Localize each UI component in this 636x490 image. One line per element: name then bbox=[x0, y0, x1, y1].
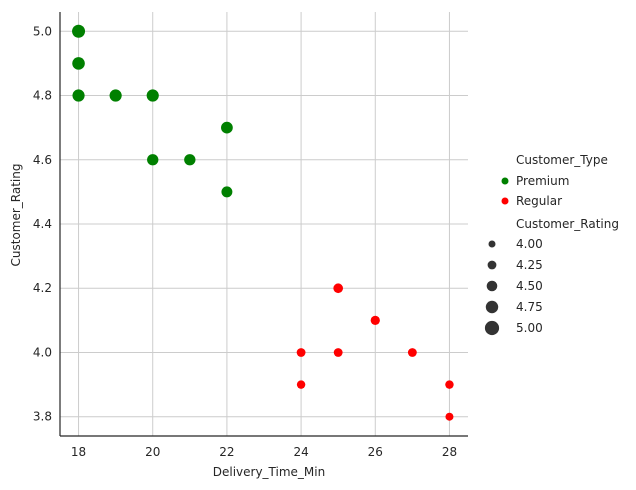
data-points bbox=[72, 24, 454, 421]
data-point-regular bbox=[296, 380, 306, 389]
grid-lines bbox=[60, 12, 468, 436]
y-tick-label: 4.8 bbox=[33, 89, 52, 103]
data-point-regular bbox=[445, 380, 454, 389]
legend-size-label: 5.00 bbox=[516, 321, 543, 335]
y-tick-label: 3.8 bbox=[33, 410, 52, 424]
data-point-regular bbox=[296, 348, 306, 357]
x-tick-label: 24 bbox=[293, 445, 308, 459]
legend-size-marker bbox=[487, 260, 497, 270]
legend: Customer_Type Customer_Rating Premium Reg… bbox=[484, 153, 619, 336]
x-axis-label: Delivery_Time_Min bbox=[213, 465, 325, 479]
axes bbox=[59, 12, 468, 437]
data-point-premium bbox=[109, 89, 122, 102]
y-tick-label: 4.2 bbox=[33, 281, 52, 295]
data-point-premium bbox=[72, 24, 86, 38]
legend-marker-regular bbox=[501, 197, 509, 205]
data-point-regular bbox=[407, 348, 417, 357]
legend-hue-title: Customer_Type bbox=[516, 153, 608, 167]
legend-size-label: 4.25 bbox=[516, 258, 543, 272]
legend-label-premium: Premium bbox=[516, 174, 569, 188]
data-point-regular bbox=[333, 283, 344, 294]
legend-size-marker bbox=[486, 280, 498, 292]
x-tick-label: 22 bbox=[219, 445, 234, 459]
legend-size-label: 4.00 bbox=[516, 237, 543, 251]
legend-size-marker bbox=[484, 320, 500, 336]
data-point-premium bbox=[72, 89, 85, 102]
data-point-regular bbox=[370, 315, 380, 325]
x-tick-label: 18 bbox=[71, 445, 86, 459]
tick-labels: 18 20 22 24 26 28 3.8 4.0 4.2 4.4 4.6 4.8 5.0 bbox=[33, 24, 457, 459]
legend-marker-premium bbox=[501, 177, 509, 185]
legend-size-marker bbox=[488, 240, 496, 248]
data-point-premium bbox=[72, 57, 85, 70]
data-point-regular bbox=[445, 412, 454, 421]
data-point-premium bbox=[147, 154, 159, 166]
y-tick-label: 4.6 bbox=[33, 153, 52, 167]
data-point-premium bbox=[221, 186, 233, 198]
legend-size-title: Customer_Rating bbox=[516, 217, 619, 231]
y-tick-label: 4.4 bbox=[33, 217, 52, 231]
data-point-premium bbox=[221, 121, 233, 134]
x-tick-label: 28 bbox=[442, 445, 457, 459]
x-tick-label: 20 bbox=[145, 445, 160, 459]
legend-label-regular: Regular bbox=[516, 194, 562, 208]
data-point-premium bbox=[184, 154, 196, 166]
data-point-regular bbox=[333, 348, 343, 357]
data-point-premium bbox=[146, 89, 159, 102]
legend-size-marker bbox=[485, 300, 499, 314]
y-tick-label: 4.0 bbox=[33, 345, 52, 359]
x-tick-label: 26 bbox=[368, 445, 383, 459]
legend-size-label: 4.50 bbox=[516, 279, 543, 293]
y-axis-label: Customer_Rating bbox=[9, 164, 23, 267]
y-tick-label: 5.0 bbox=[33, 24, 52, 38]
legend-size-label: 4.75 bbox=[516, 300, 543, 314]
